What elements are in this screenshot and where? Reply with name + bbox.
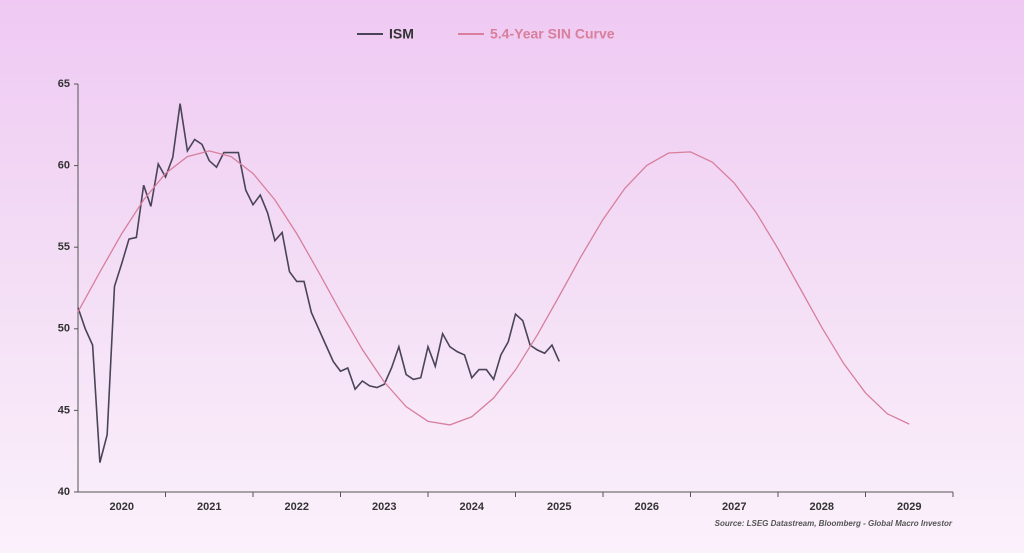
x-tick-label: 2029	[897, 501, 921, 513]
source-note: Source: LSEG Datastream, Bloomberg - Glo…	[715, 519, 953, 528]
series-line	[77, 150, 910, 426]
x-tick-label: 2020	[110, 501, 134, 513]
series-line	[77, 103, 560, 463]
x-tick-label: 2025	[547, 501, 571, 513]
y-tick-label: 45	[58, 404, 70, 416]
x-tick-label: 2028	[810, 501, 834, 513]
x-tick-label: 2021	[197, 501, 221, 513]
legend-label: 5.4-Year SIN Curve	[490, 26, 615, 42]
y-tick-label: 65	[58, 78, 70, 90]
x-tick-label: 2026	[635, 501, 659, 513]
x-tick-label: 2024	[460, 501, 485, 513]
x-tick-label: 2023	[372, 501, 396, 513]
y-tick-label: 55	[58, 241, 70, 253]
legend-label: ISM	[389, 26, 414, 42]
y-tick-label: 50	[58, 323, 70, 335]
y-tick-label: 60	[58, 160, 70, 172]
x-tick-label: 2027	[722, 501, 746, 513]
y-tick-label: 40	[58, 486, 70, 498]
x-tick-label: 2022	[285, 501, 309, 513]
